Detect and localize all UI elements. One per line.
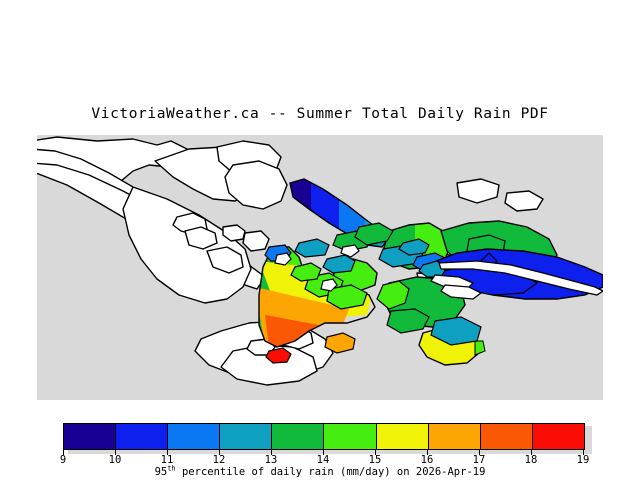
region-islets-green <box>332 222 394 252</box>
colorbar-segment-15-16[interactable] <box>376 424 429 449</box>
colorbar-tick-9 <box>63 449 64 455</box>
colorbar-label-13: 13 <box>264 454 278 466</box>
colorbar-segment-10-11[interactable] <box>116 424 169 449</box>
land-white-islets-overlay <box>274 244 360 292</box>
colorbar-label-14: 14 <box>316 454 330 466</box>
map-canvas[interactable] <box>37 135 603 400</box>
colorbar-segment-14-15[interactable] <box>324 424 377 449</box>
caption-superscript: th <box>167 464 176 473</box>
region-discovery-island <box>324 332 356 354</box>
colorbar-segment-12-13[interactable] <box>220 424 273 449</box>
colorbar-caption: 95th percentile of daily rain (mm/day) o… <box>0 464 640 478</box>
colorbar-label-12: 12 <box>212 454 226 466</box>
caption-suffix: percentile of daily rain (mm/day) on 202… <box>175 466 486 478</box>
colorbar-label-15: 15 <box>368 454 382 466</box>
colorbar-tick-13 <box>271 449 272 455</box>
region-san-juan-edge <box>474 340 486 356</box>
colorbar-tick-12 <box>219 449 220 455</box>
colorbar-tick-labels: 9 10 11 12 13 14 15 16 17 18 19 <box>0 454 640 468</box>
map-svg <box>37 136 603 386</box>
colorbar-tick-10 <box>115 449 116 455</box>
colorbar-segment-18-19[interactable] <box>532 424 584 449</box>
colorbar-label-9: 9 <box>59 454 67 466</box>
region-lopez-south <box>386 308 430 334</box>
colorbar-label-19: 19 <box>576 454 590 466</box>
colorbar-label-10: 10 <box>108 454 122 466</box>
colorbar-segment-17-18[interactable] <box>480 424 533 449</box>
colorbar-label-16: 16 <box>420 454 434 466</box>
land-white-overlays <box>430 260 603 300</box>
page-title: VictoriaWeather.ca -- Summer Total Daily… <box>91 106 549 122</box>
caption-prefix: 95 <box>154 466 168 478</box>
colorbar-legend: 9 10 11 12 13 14 15 16 17 18 19 95th percentile of… <box>0 420 640 480</box>
colorbar-segment-9-10[interactable] <box>64 424 117 449</box>
region-lopez-west <box>376 280 410 310</box>
colorbar-label-18: 18 <box>524 454 538 466</box>
colorbar-tick-11 <box>167 449 168 455</box>
region-trial-islands <box>265 347 292 364</box>
colorbar-segment-13-14[interactable] <box>272 424 325 449</box>
colorbar-strip[interactable] <box>63 423 585 450</box>
colorbar-tick-16 <box>427 449 428 455</box>
colorbar-label-11: 11 <box>160 454 174 466</box>
colorbar-segment-16-17[interactable] <box>428 424 481 449</box>
colorbar-label-17: 17 <box>472 454 486 466</box>
colorbar-tick-15 <box>375 449 376 455</box>
colorbar-tick-17 <box>479 449 480 455</box>
colorbar-tick-19 <box>583 449 584 455</box>
colorbar-segment-11-12[interactable] <box>168 424 221 449</box>
colorbar-tick-14 <box>323 449 324 455</box>
colorbar-tick-18 <box>531 449 532 455</box>
colorbar-ticks <box>63 449 585 457</box>
